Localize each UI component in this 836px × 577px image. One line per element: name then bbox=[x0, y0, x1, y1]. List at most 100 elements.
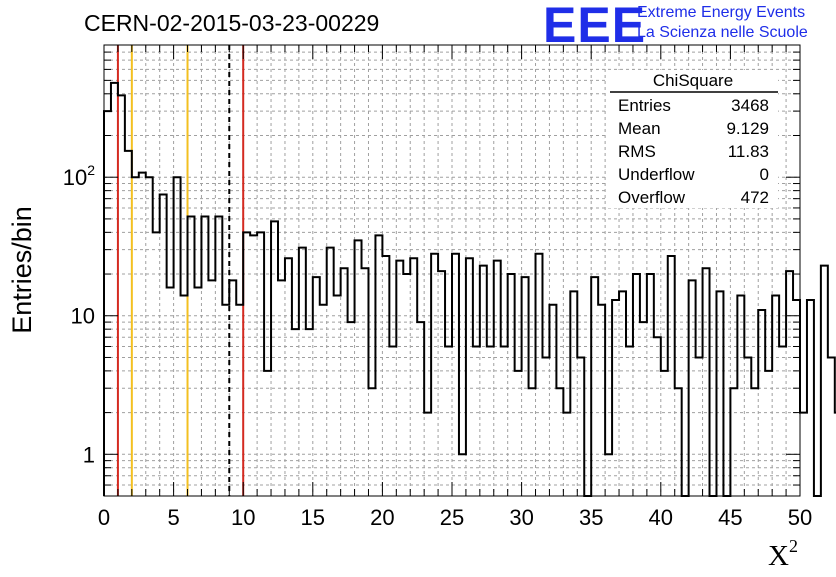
histogram-bar bbox=[605, 454, 612, 496]
histogram-bar bbox=[271, 221, 278, 496]
axis-ticks bbox=[103, 45, 801, 496]
histogram-bar bbox=[536, 254, 543, 496]
stats-label: Overflow bbox=[618, 188, 686, 207]
y-tick-label: 10 bbox=[71, 304, 95, 329]
x-tick-label: 25 bbox=[440, 505, 464, 530]
x-tick-label: 20 bbox=[370, 505, 394, 530]
histogram-bar bbox=[229, 280, 236, 496]
histogram-bar bbox=[515, 371, 522, 496]
histogram-bar bbox=[181, 296, 188, 496]
histogram-bar bbox=[153, 232, 160, 496]
histogram-bar bbox=[285, 258, 292, 496]
stats-value: 472 bbox=[741, 188, 769, 207]
histogram-bar bbox=[167, 287, 174, 496]
histogram-bar bbox=[146, 177, 153, 496]
histogram-bar bbox=[118, 95, 125, 496]
histogram-bar bbox=[341, 268, 348, 496]
histogram-bar bbox=[257, 232, 264, 496]
stats-value: 11.83 bbox=[728, 142, 769, 161]
histogram-bar bbox=[661, 371, 668, 496]
x-tick-label: 40 bbox=[649, 505, 673, 530]
histogram-bar bbox=[243, 232, 250, 496]
histogram-bar bbox=[236, 305, 243, 496]
histogram-bar bbox=[368, 388, 375, 496]
histogram-bar bbox=[174, 177, 181, 496]
histogram-bar bbox=[313, 277, 320, 496]
chart-title: CERN-02-2015-03-23-00229 bbox=[84, 10, 380, 36]
histogram-bar bbox=[828, 357, 835, 496]
histogram-bar bbox=[188, 217, 195, 496]
stats-label: Mean bbox=[618, 119, 661, 138]
histogram-bar bbox=[111, 83, 118, 496]
histogram-bars bbox=[103, 81, 836, 497]
histogram-bar bbox=[716, 291, 723, 496]
stats-title: ChiSquare bbox=[653, 71, 733, 90]
x-axis-label: X2 bbox=[768, 536, 798, 572]
x-tick-label: 30 bbox=[509, 505, 533, 530]
histogram-bar bbox=[772, 296, 779, 496]
logo-subtitle-1: Extreme Energy Events bbox=[637, 4, 806, 21]
histogram-bar bbox=[424, 413, 431, 496]
histogram-bar bbox=[549, 305, 556, 496]
y-axis-label: Entries/bin bbox=[7, 206, 37, 334]
x-tick-label: 45 bbox=[718, 505, 742, 530]
histogram-bar bbox=[473, 346, 480, 496]
histogram-bar bbox=[758, 310, 765, 496]
x-tick-label: 0 bbox=[98, 505, 110, 530]
histogram-bar bbox=[306, 329, 313, 496]
histogram-bar bbox=[348, 322, 355, 496]
histogram-bar bbox=[194, 287, 201, 496]
histogram-bar bbox=[570, 291, 577, 496]
histogram-bar bbox=[466, 258, 473, 496]
histogram-bar bbox=[222, 305, 229, 496]
histogram-bar bbox=[389, 346, 396, 496]
histogram-bar bbox=[382, 256, 389, 496]
histogram-bar bbox=[529, 388, 536, 496]
grid-layer bbox=[104, 45, 800, 496]
stats-box: ChiSquare Entries 3468 Mean 9.129 RMS 11.83 Und… bbox=[608, 70, 778, 208]
histogram-bar bbox=[612, 300, 619, 496]
x-tick-label: 15 bbox=[301, 505, 325, 530]
histogram-bar bbox=[522, 277, 529, 496]
histogram-bar bbox=[626, 346, 633, 496]
histogram-bar bbox=[807, 300, 814, 496]
stats-label: Entries bbox=[618, 96, 671, 115]
histogram-bar bbox=[320, 305, 327, 496]
histogram-bar bbox=[327, 248, 334, 496]
histogram-bar bbox=[201, 217, 208, 496]
histogram-bar bbox=[675, 388, 682, 496]
x-tick-label: 50 bbox=[788, 505, 812, 530]
stats-value: 3468 bbox=[731, 96, 769, 115]
histogram-bar bbox=[786, 271, 793, 496]
histogram-bar bbox=[703, 268, 710, 496]
histogram-bar bbox=[375, 235, 382, 496]
histogram-bar bbox=[445, 346, 452, 496]
histogram-bar bbox=[821, 266, 828, 496]
logo-subtitle-2: La Scienza nelle Scuole bbox=[637, 24, 808, 41]
x-tick-label: 35 bbox=[579, 505, 603, 530]
stats-background bbox=[608, 70, 778, 208]
histogram-bar bbox=[278, 280, 285, 496]
histogram-bar bbox=[668, 256, 675, 496]
histogram-bar bbox=[403, 274, 410, 496]
histogram-bar bbox=[410, 258, 417, 496]
x-tick-label: 10 bbox=[231, 505, 255, 530]
histogram-bar bbox=[744, 357, 751, 496]
histogram-bar bbox=[292, 329, 299, 496]
stats-value: 9.129 bbox=[726, 119, 769, 138]
histogram-bar bbox=[132, 177, 139, 496]
histogram-bar bbox=[689, 280, 696, 496]
axis-labels: 0 5 10 15 20 25 30 35 40 45 50 102 10 1 Entries/bin X2 bbox=[7, 162, 812, 572]
stats-value: 0 bbox=[760, 165, 769, 184]
histogram-bar bbox=[765, 371, 772, 496]
histogram-bar bbox=[396, 261, 403, 496]
histogram-bar bbox=[591, 277, 598, 496]
histogram-bar bbox=[563, 413, 570, 496]
stats-label: RMS bbox=[618, 142, 656, 161]
histogram-bar bbox=[438, 271, 445, 496]
histogram-bar bbox=[737, 296, 744, 496]
histogram-bar bbox=[334, 296, 341, 496]
histogram-bar bbox=[459, 454, 466, 496]
histogram-bar bbox=[647, 274, 654, 496]
